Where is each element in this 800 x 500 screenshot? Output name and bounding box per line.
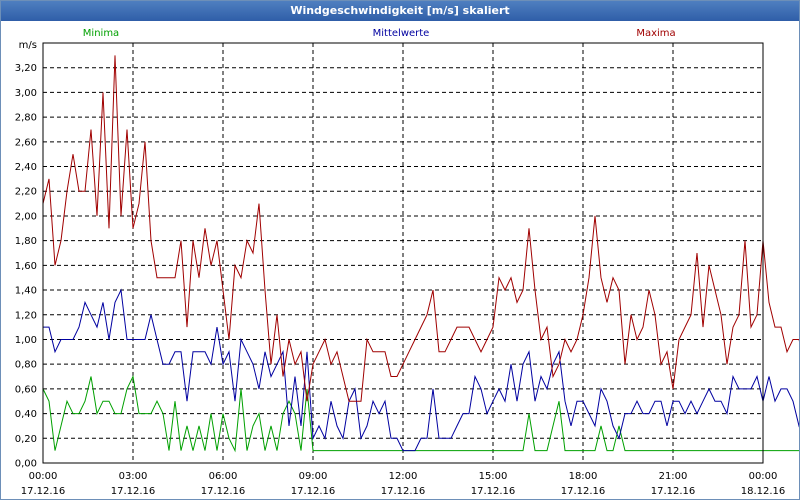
x-tick-date: 17.12.16 (201, 486, 246, 497)
y-tick-label: 0,00 (15, 459, 37, 470)
series-line-mittelwerte (43, 288, 799, 452)
y-tick-label: 0,40 (15, 409, 37, 420)
x-tick-date: 18.12.16 (741, 486, 786, 497)
plot-area-border (42, 42, 764, 464)
y-tick-label: 2,60 (15, 137, 37, 148)
x-tick-date: 17.12.16 (651, 486, 696, 497)
x-tick-date: 17.12.16 (291, 486, 336, 497)
legend-entry-minima: Minima (83, 28, 119, 39)
y-tick-label: 2,20 (15, 187, 37, 198)
legend-entry-mittelwerte: Mittelwerte (373, 28, 430, 39)
x-tick-time: 09:00 (299, 471, 328, 482)
y-tick-label: 0,60 (15, 384, 37, 395)
tick-labels: 0,00 0,20 0,40 0,60 0,80 1,00 1,20 1,40 1,60 1,80… (15, 40, 786, 497)
y-tick-label: 3,20 (15, 63, 37, 74)
x-tick-time: 00:00 (749, 471, 778, 482)
x-tick-time: 21:00 (659, 471, 688, 482)
x-tick-date: 17.12.16 (111, 486, 156, 497)
y-tick-label: 1,80 (15, 236, 37, 247)
y-tick-label: 3,00 (15, 88, 37, 99)
y-tick-label: 1,20 (15, 310, 37, 321)
legend: Minima Mittelwerte Maxima (83, 28, 676, 39)
x-tick-time: 12:00 (389, 471, 418, 482)
y-tick-label: 0,80 (15, 360, 37, 371)
y-axis-unit: m/s (19, 40, 37, 51)
series-layer (42, 55, 799, 453)
x-tick-time: 15:00 (479, 471, 508, 482)
y-tick-label: 1,40 (15, 286, 37, 297)
x-tick-time: 06:00 (209, 471, 238, 482)
x-tick-time: 00:00 (29, 471, 58, 482)
y-tick-label: 1,60 (15, 261, 37, 272)
legend-entry-maxima: Maxima (636, 28, 675, 39)
y-tick-label: 2,80 (15, 113, 37, 124)
x-tick-date: 17.12.16 (381, 486, 426, 497)
x-tick-date: 17.12.16 (471, 486, 516, 497)
y-tick-label: 2,40 (15, 162, 37, 173)
x-tick-date: 17.12.16 (21, 486, 66, 497)
chart-title: Windgeschwindigkeit [m/s] skaliert (1, 1, 799, 21)
y-tick-label: 0,20 (15, 434, 37, 445)
series-line-minima (42, 374, 799, 453)
y-tick-label: 1,00 (15, 335, 37, 346)
series-line-maxima (42, 55, 799, 402)
x-tick-time: 03:00 (119, 471, 148, 482)
axes (42, 42, 764, 464)
x-tick-date: 17.12.16 (561, 486, 606, 497)
y-tick-label: 2,00 (15, 211, 37, 222)
grid (42, 43, 764, 464)
x-tick-time: 18:00 (569, 471, 598, 482)
